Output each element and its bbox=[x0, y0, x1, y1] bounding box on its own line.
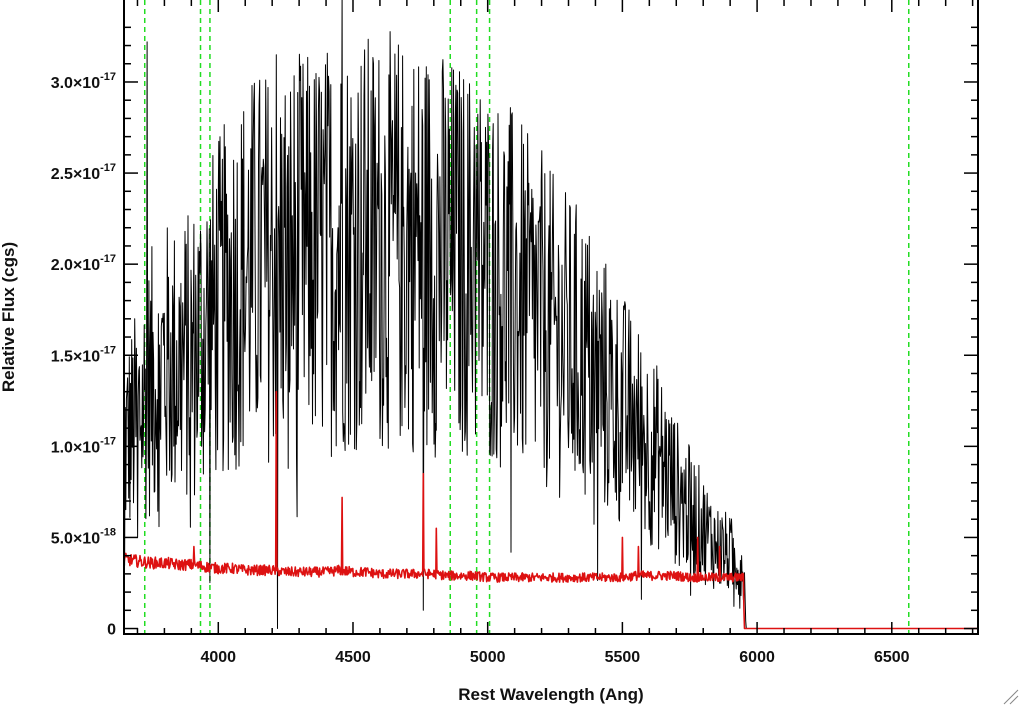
y-tick-exponent: -17 bbox=[100, 435, 116, 447]
series-layer bbox=[123, 0, 978, 630]
x-tick-label: 6500 bbox=[874, 649, 910, 666]
axes-layer bbox=[123, 0, 979, 635]
y-axis-title: Relative Flux (cgs) bbox=[0, 242, 18, 392]
y-tick-mantissa: 3.0×10 bbox=[51, 75, 100, 92]
x-tick-label: 5000 bbox=[470, 649, 506, 666]
x-tick-label: 6000 bbox=[739, 649, 775, 666]
x-tick-label: 4000 bbox=[200, 649, 236, 666]
y-tick-label: 2.0×10-17 bbox=[51, 253, 116, 274]
y-tick-mantissa: 2.0×10 bbox=[51, 257, 100, 274]
y-tick-label: 2.5×10-17 bbox=[51, 162, 116, 183]
y-tick-mantissa: 2.5×10 bbox=[51, 166, 100, 183]
y-tick-label: 1.5×10-17 bbox=[51, 344, 116, 365]
y-tick-label: 3.0×10-17 bbox=[51, 71, 116, 92]
y-tick-exponent: -18 bbox=[100, 526, 116, 538]
y-tick-exponent: -17 bbox=[100, 162, 116, 174]
y-tick-exponent: -17 bbox=[100, 71, 116, 83]
y-tick-label: 5.0×10-18 bbox=[51, 526, 116, 547]
x-tick-label: 4500 bbox=[335, 649, 371, 666]
y-tick-exponent: -17 bbox=[100, 344, 116, 356]
y-tick-mantissa: 1.5×10 bbox=[51, 348, 100, 365]
plot-frame bbox=[123, 0, 979, 635]
x-axis-title: Rest Wavelength (Ang) bbox=[458, 685, 643, 704]
y-tick-mantissa: 0 bbox=[107, 622, 116, 639]
y-tick-label: 1.0×10-17 bbox=[51, 435, 116, 456]
y-tick-exponent: -17 bbox=[100, 253, 116, 265]
ticks-layer: 4000 4500 5000 5500 6000 6500 0 5.0×10-18 1.0×10… bbox=[51, 0, 978, 666]
y-tick-label: 0 bbox=[107, 622, 116, 639]
error-series-line bbox=[123, 390, 978, 630]
x-tick-label: 5500 bbox=[605, 649, 641, 666]
y-tick-mantissa: 5.0×10 bbox=[51, 530, 100, 547]
resize-grip-icon[interactable] bbox=[1003, 689, 1019, 705]
y-tick-mantissa: 1.0×10 bbox=[51, 439, 100, 456]
